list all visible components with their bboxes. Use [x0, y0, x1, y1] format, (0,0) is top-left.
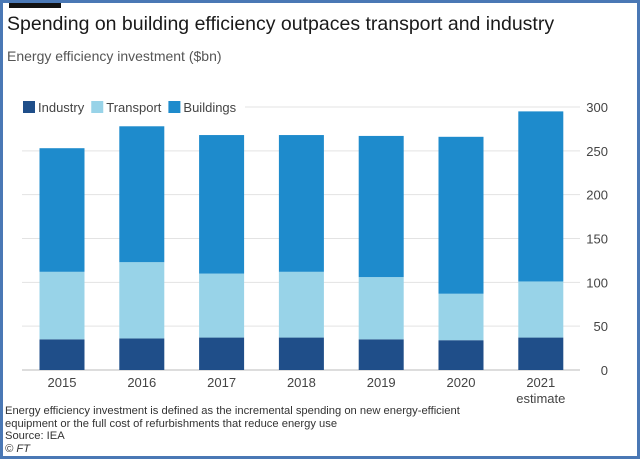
chart-notes: Energy efficiency investment is defined …: [5, 405, 460, 455]
y-tick-label: 250: [586, 144, 608, 159]
bar-buildings-2020: [438, 136, 484, 294]
legend-swatch-transport: [91, 101, 104, 113]
bar-transport-2017: [199, 273, 245, 338]
chart-title: Spending on building efficiency outpaces…: [7, 13, 555, 35]
x-tick-label: 2016: [127, 375, 156, 390]
chart-subtitle: Energy efficiency investment ($bn): [7, 48, 222, 64]
legend-swatch-buildings: [168, 101, 181, 113]
bar-buildings-2017: [199, 135, 245, 274]
y-tick-label: 100: [586, 275, 608, 290]
bar-industry-2015: [39, 339, 85, 370]
bar-transport-2020: [438, 293, 484, 341]
x-tick-label: 2018: [287, 375, 316, 390]
bar-buildings-2021: [518, 111, 564, 282]
y-tick-label: 50: [594, 319, 608, 334]
y-tick-label: 200: [586, 188, 608, 203]
x-tick-label: 2021: [526, 375, 555, 390]
bar-transport-2018: [278, 271, 324, 338]
bar-industry-2018: [278, 337, 324, 370]
bar-industry-2021: [518, 337, 564, 370]
copyright-label: © FT: [5, 442, 31, 455]
note-line: Energy efficiency investment is defined …: [5, 405, 460, 417]
bar-buildings-2019: [358, 135, 404, 278]
ft-accent-bar: [9, 3, 61, 8]
bar-industry-2017: [199, 337, 245, 370]
bar-transport-2015: [39, 271, 85, 340]
x-tick-label: 2019: [367, 375, 396, 390]
bar-transport-2021: [518, 281, 564, 338]
y-tick-label: 150: [586, 232, 608, 247]
legend-swatch-industry: [23, 101, 35, 113]
bar-industry-2019: [358, 339, 404, 370]
bar-industry-2016: [119, 338, 165, 370]
bar-industry-2020: [438, 340, 484, 370]
bar-buildings-2015: [39, 148, 85, 272]
y-tick-label: 300: [586, 100, 608, 115]
legend-label-industry: Industry: [38, 100, 85, 115]
bar-buildings-2018: [278, 135, 324, 272]
bar-buildings-2016: [119, 126, 165, 263]
note-line: equipment or the full cost of refurbishm…: [5, 417, 338, 430]
legend-label-transport: Transport: [106, 100, 162, 115]
legend-label-buildings: Buildings: [183, 100, 236, 115]
source-label: Source: IEA: [5, 430, 65, 442]
x-tick-sublabel: estimate: [516, 391, 565, 406]
x-tick-label: 2020: [447, 375, 476, 390]
x-tick-label: 2017: [207, 375, 236, 390]
bar-transport-2016: [119, 262, 165, 339]
x-tick-label: 2015: [48, 375, 77, 390]
y-tick-label: 0: [601, 363, 608, 378]
bar-transport-2019: [358, 277, 404, 340]
